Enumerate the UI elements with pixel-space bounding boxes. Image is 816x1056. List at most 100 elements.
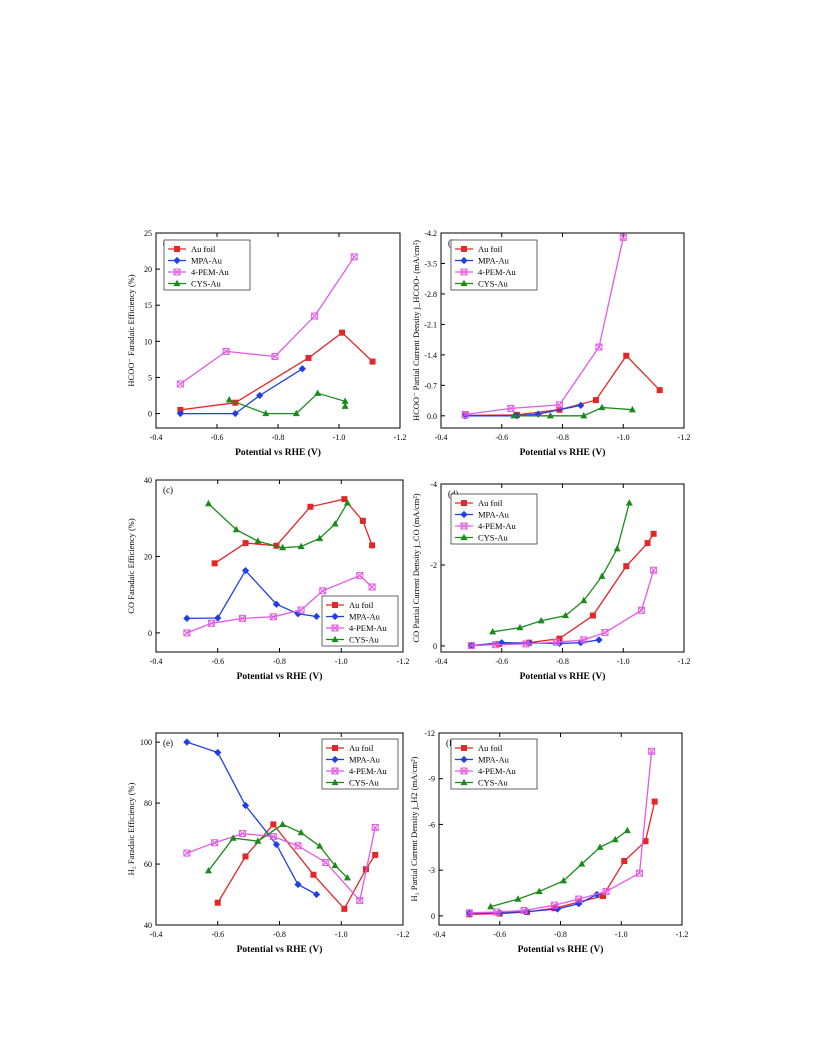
legend-marker xyxy=(331,755,339,764)
x-axis-label: Potential vs RHE (V) xyxy=(518,944,604,955)
data-point xyxy=(177,406,184,413)
data-point xyxy=(637,606,645,614)
x-tick-label: -1.2 xyxy=(678,433,691,442)
data-point xyxy=(316,534,324,542)
legend-marker-box xyxy=(460,268,468,276)
data-point-box xyxy=(648,747,656,755)
data-point xyxy=(546,412,554,419)
y-axis-label: CO Faradaic Efficiency (%) xyxy=(126,518,136,614)
legend-marker-cross xyxy=(460,767,468,775)
data-point xyxy=(601,629,609,637)
data-point xyxy=(292,409,300,417)
data-point xyxy=(238,614,246,622)
data-point xyxy=(214,748,222,757)
legend-entry: CYS-Au xyxy=(478,778,509,788)
data-point-cross xyxy=(553,638,560,646)
chart-panel-3: -0.4 -0.6 -0.8 -1.0 -1.2 0 20 40 Potential vs RH… xyxy=(126,476,409,682)
legend-entry: Au foil xyxy=(478,498,503,508)
x-tick-label: -0.6 xyxy=(495,433,508,442)
legend-marker-cross xyxy=(331,624,339,632)
series-4-pem-au xyxy=(467,566,658,650)
data-point xyxy=(635,869,643,877)
data-point xyxy=(537,617,545,624)
data-point-box xyxy=(271,353,279,360)
data-point xyxy=(311,312,319,320)
legend-marker xyxy=(460,778,468,786)
data-point xyxy=(211,560,218,567)
legend-entry: CYS-Au xyxy=(349,635,380,645)
x-tick-label: -0.6 xyxy=(211,657,224,666)
data-point xyxy=(628,405,636,413)
data-point xyxy=(339,329,346,336)
data-point xyxy=(271,353,279,360)
y-axis-label: HCOO⁻ Faradaic Efficiency (%) xyxy=(126,274,136,386)
series-line xyxy=(492,502,630,633)
data-point-cross xyxy=(211,839,219,847)
data-point xyxy=(498,639,506,647)
legend-entry: Au foil xyxy=(349,743,374,753)
chart-panel-2: -0.4 -0.6 -0.8 -1.0 -1.2 0.0 -0.7 -1.4 -2.1 -2.8 -… xyxy=(411,229,690,458)
legend-entry: 4-PEM-Au xyxy=(349,766,388,776)
data-point xyxy=(592,397,599,404)
series-4-pem-au xyxy=(183,572,376,637)
data-point xyxy=(204,499,212,507)
data-point xyxy=(183,849,191,857)
data-point xyxy=(611,835,619,843)
data-point-box xyxy=(322,859,330,867)
data-point xyxy=(356,897,364,905)
data-point xyxy=(619,233,627,241)
data-point xyxy=(214,614,222,622)
data-point xyxy=(562,611,570,619)
data-point xyxy=(310,871,317,878)
x-tick-label: -0.4 xyxy=(150,433,163,442)
y-tick-label: 5 xyxy=(148,373,152,382)
data-point xyxy=(225,396,233,403)
x-axis-label: Potential vs RHE (V) xyxy=(235,447,321,458)
data-point xyxy=(595,636,603,644)
legend-marker xyxy=(460,522,468,530)
y-tick-label: 0 xyxy=(431,912,435,921)
legend-marker-box xyxy=(460,767,468,775)
data-point xyxy=(560,877,568,884)
data-point xyxy=(514,895,522,902)
x-tick-label: -0.6 xyxy=(493,930,506,939)
data-point xyxy=(359,517,366,524)
data-point xyxy=(516,623,524,631)
x-tick-label: -0.8 xyxy=(272,433,285,442)
data-point xyxy=(341,402,349,409)
data-point xyxy=(510,412,518,419)
data-point-cross xyxy=(322,859,330,866)
data-point xyxy=(580,636,588,644)
x-tick-label: -1.0 xyxy=(617,657,630,666)
data-point xyxy=(229,834,237,841)
legend-entry: 4-PEM-Au xyxy=(478,521,517,531)
data-point xyxy=(623,563,630,570)
panel-label: (e) xyxy=(163,738,173,748)
series-line xyxy=(207,823,348,879)
data-point xyxy=(176,409,184,418)
x-tick-label: -0.6 xyxy=(211,433,224,442)
x-tick-label: -1.2 xyxy=(394,433,407,442)
x-tick-label: -0.4 xyxy=(435,433,448,442)
data-point xyxy=(241,801,250,810)
legend-entry: CYS-Au xyxy=(191,279,222,289)
y-tick-label: 60 xyxy=(144,860,152,869)
x-axis-label: Potential vs RHE (V) xyxy=(520,671,606,682)
legend-marker xyxy=(173,279,181,287)
legend-entry: 4-PEM-Au xyxy=(349,623,388,633)
data-point xyxy=(625,499,633,506)
data-point-cross xyxy=(183,849,191,857)
legend-entry: Au foil xyxy=(478,743,503,753)
data-point xyxy=(589,612,596,619)
data-point-box xyxy=(269,613,277,621)
data-point xyxy=(492,641,500,649)
data-point-box xyxy=(183,629,191,637)
data-point xyxy=(312,612,321,621)
y-tick-label: 0 xyxy=(433,642,437,651)
data-point-box xyxy=(183,849,191,857)
data-point-cross xyxy=(319,587,327,595)
data-point xyxy=(613,544,621,552)
data-point-cross xyxy=(297,606,305,614)
data-point-cross xyxy=(466,909,473,917)
data-point xyxy=(598,572,606,579)
